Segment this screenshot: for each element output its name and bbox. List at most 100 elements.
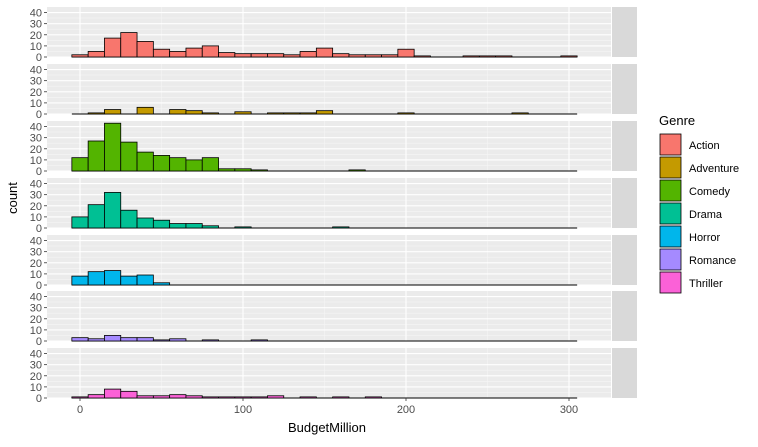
legend-title: Genre [659, 113, 695, 128]
facet-strip [612, 291, 637, 341]
histogram-bar [315, 110, 334, 115]
legend-item-action: Action [659, 133, 720, 156]
legend-swatch [659, 248, 682, 271]
legend-label: Adventure [689, 163, 739, 175]
y-tick-label: 20 [30, 258, 42, 270]
histogram-bar [364, 396, 382, 399]
histogram-bar [250, 53, 268, 58]
histogram-bar [283, 54, 301, 58]
y-tick-label: 40 [30, 349, 42, 361]
histogram-bar [250, 396, 268, 399]
histogram-bar [120, 141, 138, 172]
histogram-bar [104, 192, 122, 229]
histogram-bar [136, 274, 154, 286]
histogram-bar [87, 338, 105, 342]
legend-item-comedy: Comedy [659, 179, 730, 202]
x-axis: 0 100 200 300 [77, 398, 578, 416]
legend-item-drama: Drama [659, 202, 723, 225]
panel-drama: 010203040Drama [30, 178, 637, 235]
histogram-bar [185, 223, 203, 229]
y-tick-label: 0 [36, 166, 42, 178]
panel-thriller: 010203040Thriller [30, 348, 637, 405]
histogram-bar [71, 216, 89, 229]
panel-background [47, 291, 611, 341]
histogram-bar [201, 339, 219, 342]
histogram-bar [87, 394, 105, 399]
y-tick-label: 20 [30, 30, 42, 42]
histogram-bar [283, 112, 301, 115]
y-tick-label: 0 [36, 336, 42, 348]
histogram-bar [136, 106, 154, 115]
legend-item-adventure: Adventure [659, 156, 739, 179]
histogram-bar [104, 335, 122, 342]
histogram-bar [104, 122, 122, 172]
facet-strip [612, 235, 637, 285]
x-axis-title: BudgetMillion [288, 420, 366, 435]
y-tick-label: 20 [30, 314, 42, 326]
histogram-bar [71, 54, 89, 58]
legend: Genre Action Adventure Comedy Drama Horror Ro… [659, 113, 739, 294]
histogram-bar [201, 225, 219, 229]
histogram-bar [136, 395, 154, 399]
legend-label: Action [689, 140, 720, 152]
histogram-bar [234, 111, 252, 115]
histogram-bar [185, 395, 203, 399]
histogram-bar [267, 112, 285, 115]
histogram-bar [120, 209, 138, 229]
y-tick-label: 40 [30, 179, 42, 191]
panels-layer: 010203040Action010203040Adventure0102030… [30, 7, 637, 405]
legend-swatch [659, 202, 682, 225]
histogram-bar [169, 109, 187, 115]
histogram-bar [104, 37, 122, 58]
histogram-bar [267, 53, 285, 58]
x-tick-label: 0 [77, 404, 83, 416]
histogram-bar [169, 394, 187, 399]
panel-background [47, 64, 611, 114]
y-tick-label: 0 [36, 223, 42, 235]
y-tick-label: 40 [30, 292, 42, 304]
histogram-bar [71, 157, 89, 172]
y-axis-title: count [5, 182, 20, 214]
histogram-bar [495, 55, 513, 58]
histogram-bar [120, 32, 138, 58]
histogram-bar [152, 339, 171, 342]
y-tick-label: 0 [36, 393, 42, 405]
histogram-bar [299, 112, 317, 115]
histogram-bar [413, 55, 431, 58]
histogram-bar [234, 53, 252, 58]
legend-item-romance: Romance [659, 248, 736, 271]
histogram-bar [71, 275, 89, 286]
histogram-bar [169, 157, 187, 172]
y-tick-label: 30 [30, 76, 42, 88]
histogram-bar [152, 48, 171, 58]
histogram-bar [267, 395, 285, 399]
histogram-bar [462, 55, 480, 58]
panel-horror: 010203040Horror [30, 235, 637, 292]
histogram-bar [299, 51, 317, 58]
y-tick-label: 30 [30, 360, 42, 372]
legend-label: Drama [689, 209, 723, 221]
legend-label: Horror [689, 232, 721, 244]
panel-romance: 010203040Romance [30, 291, 637, 348]
facet-strip [612, 348, 637, 398]
histogram-bar [364, 54, 382, 58]
y-tick-label: 30 [30, 190, 42, 202]
y-tick-label: 20 [30, 87, 42, 99]
legend-swatch [659, 133, 682, 156]
histogram-bar [250, 339, 268, 342]
legend-item-thriller: Thriller [659, 271, 723, 294]
bars-action [71, 32, 578, 58]
histogram-bar [169, 338, 187, 342]
y-tick-label: 40 [30, 65, 42, 77]
y-tick-label: 10 [30, 382, 42, 394]
y-tick-label: 20 [30, 144, 42, 156]
histogram-bar [87, 204, 105, 229]
histogram-bar [218, 396, 236, 399]
histogram-bar [381, 54, 399, 58]
histogram-bar [152, 282, 171, 286]
histogram-bar [397, 112, 415, 115]
histogram-bar [120, 390, 138, 399]
histogram-bar [299, 396, 317, 399]
histogram-bar [332, 396, 350, 399]
